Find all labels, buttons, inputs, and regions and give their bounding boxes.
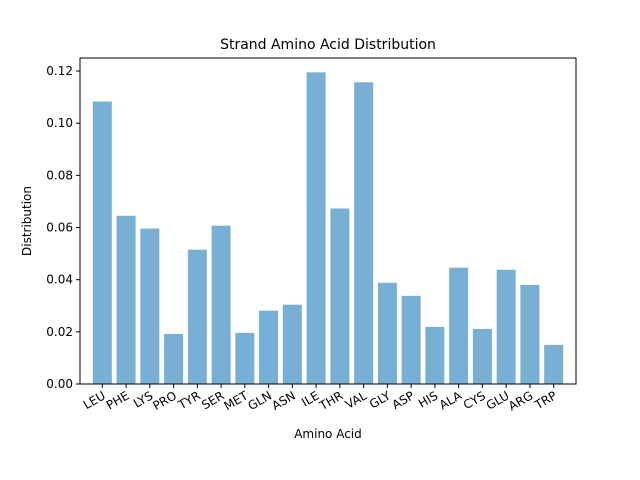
bar-cys — [472, 328, 492, 384]
bar-leu — [92, 101, 112, 385]
bar-tyr — [187, 249, 207, 384]
bar-asn — [282, 304, 302, 384]
bar-phe — [116, 215, 136, 384]
y-tick-label: 0.12 — [46, 64, 73, 78]
bar-glu — [496, 269, 516, 384]
bar-gly — [377, 282, 397, 384]
bar-val — [354, 82, 374, 384]
bar-trp — [544, 344, 564, 384]
x-tick-label-thr: THR — [316, 388, 345, 413]
bar-ile — [306, 72, 326, 384]
x-axis-label: Amino Acid — [294, 427, 362, 441]
x-tick-label-asn: ASN — [269, 388, 297, 413]
bar-pro — [164, 333, 184, 384]
y-tick-label: 0.00 — [46, 377, 73, 391]
bar-thr — [330, 208, 350, 384]
y-tick-label: 0.10 — [46, 116, 73, 130]
y-tick-label: 0.04 — [46, 273, 73, 287]
y-tick-label: 0.02 — [46, 325, 73, 339]
x-tick-label-arg: ARG — [506, 388, 535, 413]
bar-his — [425, 326, 445, 384]
bars-group — [92, 72, 564, 385]
bar-ser — [211, 225, 231, 384]
y-tick-label: 0.08 — [46, 168, 73, 182]
y-tick-label: 0.06 — [46, 221, 73, 235]
bar-gln — [259, 310, 279, 384]
x-tick-label-val: VAL — [343, 388, 370, 411]
chart-title: Strand Amino Acid Distribution — [220, 37, 436, 53]
x-tick-label-trp: TRP — [531, 388, 559, 412]
bar-ala — [449, 267, 469, 384]
bar-lys — [140, 228, 160, 384]
bar-asp — [401, 295, 421, 384]
x-tick-label-phe: PHE — [104, 388, 132, 412]
y-axis: 0.00 0.02 0.04 0.06 0.08 0.10 0.12 — [46, 64, 80, 391]
y-axis-label: Distribution — [20, 186, 34, 256]
x-tick-label-pro: PRO — [150, 388, 179, 413]
plot-frame — [79, 57, 577, 385]
bar-arg — [520, 284, 540, 384]
bar-met — [235, 332, 255, 384]
x-tick-label-asp: ASP — [390, 388, 417, 412]
